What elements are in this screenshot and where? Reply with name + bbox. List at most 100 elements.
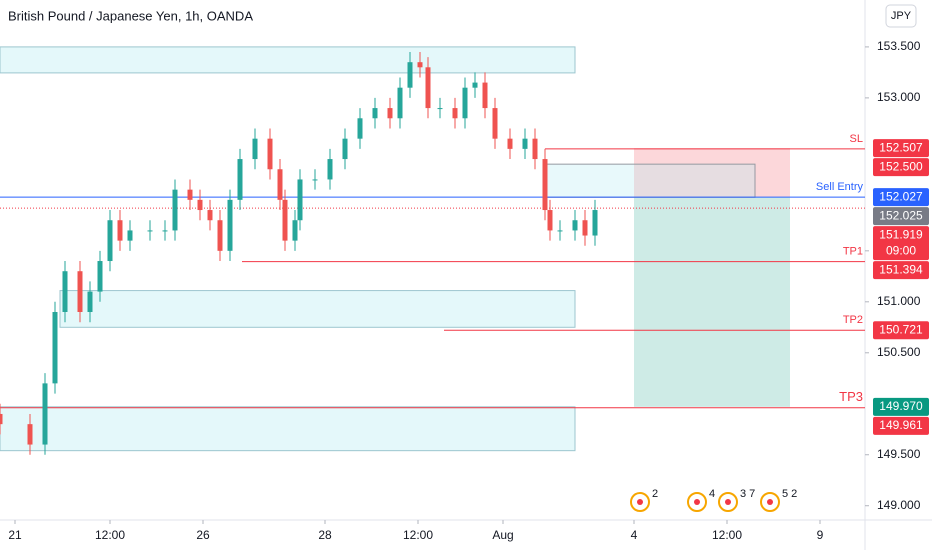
price-badge-label: 151.394: [879, 262, 923, 276]
candle-body: [292, 220, 298, 241]
y-tick-label: 149.500: [877, 447, 921, 461]
level-label: Sell Entry: [816, 181, 864, 193]
plot: [0, 46, 865, 455]
candle-body: [227, 199, 233, 251]
zone: [0, 406, 576, 452]
price-badge: [873, 139, 929, 158]
candle-body: [557, 230, 563, 232]
candle-body: [342, 138, 348, 160]
candle-body: [107, 220, 113, 262]
candle-body: [277, 169, 283, 200]
candle-body: [237, 159, 243, 200]
candle-body: [592, 210, 598, 236]
candle-body: [217, 220, 223, 251]
candle-body: [572, 220, 578, 231]
candle-body: [417, 62, 423, 68]
x-tick-label: 12:00: [403, 528, 433, 542]
level-label: TP1: [843, 246, 863, 258]
candle-body: [522, 138, 528, 149]
candle-body: [507, 138, 513, 149]
level-label: TP2: [843, 314, 863, 326]
candle-body: [482, 82, 488, 109]
candle-body: [407, 62, 413, 88]
candle-body: [127, 230, 133, 241]
x-tick-label: 21: [8, 528, 22, 542]
price-badge: [873, 416, 929, 435]
price-badge-label: 149.961: [879, 418, 923, 432]
currency-button[interactable]: [885, 4, 917, 28]
level-label: SL: [850, 133, 863, 145]
candle-body: [452, 108, 458, 119]
price-badge-label: 150.721: [879, 322, 923, 336]
candle-body: [532, 138, 538, 160]
price-badge: [873, 226, 929, 261]
price-badge-label: 152.507: [879, 140, 923, 154]
event-dot: [694, 499, 700, 505]
candle-body: [197, 199, 203, 211]
price-badge: [873, 261, 929, 280]
price-badge: [873, 188, 929, 207]
currency-label[interactable]: JPY: [891, 10, 912, 22]
x-tick-label: 26: [196, 528, 210, 542]
price-badge-sub: 09:00: [886, 243, 916, 257]
candle-body: [472, 82, 478, 88]
candle-body: [0, 413, 3, 425]
candle-body: [425, 67, 431, 109]
x-tick-label: Aug: [492, 528, 513, 542]
price-badge-label: 152.027: [879, 189, 923, 203]
x-tick-label: 12:00: [95, 528, 125, 542]
y-tick-label: 153.000: [877, 90, 921, 104]
candle-body: [162, 230, 168, 232]
y-tick-label: 149.000: [877, 498, 921, 512]
event-dot: [725, 499, 731, 505]
candle-body: [252, 138, 258, 160]
candle-body: [282, 199, 288, 241]
price-badge: [873, 321, 929, 340]
y-tick-label: 150.500: [877, 345, 921, 359]
x-tick-label: 4: [631, 528, 638, 542]
position-reward: [634, 197, 790, 407]
candle-body: [62, 271, 68, 312]
y-tick-label: 153.500: [877, 39, 921, 53]
price-badge: [873, 397, 929, 416]
candle-body: [87, 291, 93, 312]
price-badge: [873, 158, 929, 177]
event-count: 4: [709, 488, 715, 500]
x-tick-label: 12:00: [712, 528, 742, 542]
candle-body: [42, 383, 48, 445]
candle-body: [542, 159, 548, 211]
price-badge: [873, 207, 929, 226]
event-dot: [767, 499, 773, 505]
candle-body: [147, 230, 153, 232]
chart-title: British Pound / Japanese Yen, 1h, OANDA: [8, 8, 253, 23]
price-badge-label: 149.970: [879, 399, 923, 413]
level-label: TP3: [839, 389, 863, 404]
candle-body: [582, 220, 588, 236]
price-badge-label: 152.500: [879, 159, 923, 173]
candle-body: [437, 108, 443, 110]
candle-body: [357, 118, 363, 139]
candle-body: [27, 424, 33, 445]
zone: [59, 290, 576, 328]
candle-body: [462, 87, 468, 119]
price-badge-label: 151.919: [879, 227, 923, 241]
zone: [0, 46, 576, 74]
candle-body: [492, 108, 498, 139]
candle-body: [387, 108, 393, 119]
candle-body: [312, 179, 318, 181]
candle-body: [172, 189, 178, 231]
candle-body: [327, 159, 333, 180]
candle-body: [52, 312, 58, 384]
event-count: 2: [652, 488, 658, 500]
candle-body: [207, 210, 213, 221]
candle-body: [267, 138, 273, 170]
event-count: 5 2: [782, 488, 797, 500]
event-count: 3 7: [740, 488, 755, 500]
position-marker: [544, 163, 756, 198]
price-badge-label: 152.025: [879, 208, 923, 222]
candle-body: [297, 179, 303, 221]
x-tick-label: 28: [318, 528, 332, 542]
